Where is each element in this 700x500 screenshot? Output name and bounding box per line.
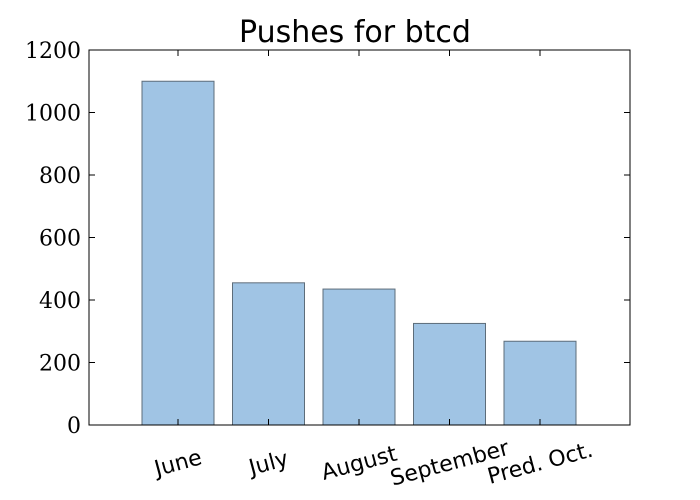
bar-pred-oct xyxy=(503,340,577,426)
y-tick-label: 800 xyxy=(39,164,81,189)
bars-layer xyxy=(141,80,577,426)
y-tick-label: 200 xyxy=(39,352,81,377)
bar-june xyxy=(141,80,215,426)
x-tick-label: August xyxy=(319,442,400,486)
bar-august xyxy=(322,288,396,426)
plot-area-frame xyxy=(88,49,631,426)
y-tick-label: 1200 xyxy=(25,39,81,64)
bar-september xyxy=(413,322,486,426)
bar-july xyxy=(232,282,305,426)
chart-title: Pushes for btcd xyxy=(239,15,471,50)
y-tick-label: 1000 xyxy=(25,102,81,127)
y-tick-label: 600 xyxy=(39,227,81,252)
y-tick-label: 0 xyxy=(67,414,81,439)
y-tick-label: 400 xyxy=(39,289,81,314)
x-tick-label: July xyxy=(245,447,292,482)
x-tick-label: June xyxy=(150,445,205,482)
